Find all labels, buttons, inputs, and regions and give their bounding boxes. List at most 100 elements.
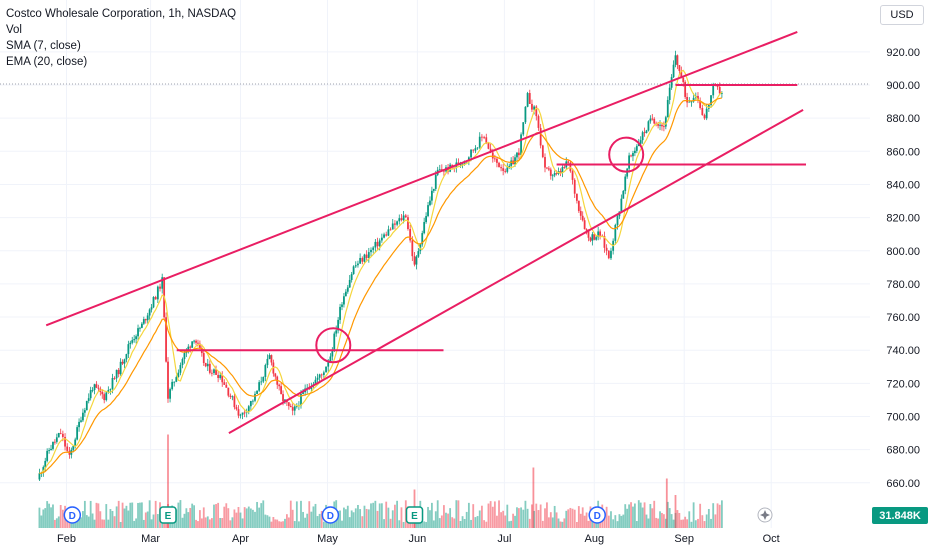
volume-bar [518, 508, 520, 528]
legend-sma[interactable]: SMA (7, close) [6, 40, 81, 52]
candle-body [688, 101, 691, 103]
candle-body [485, 137, 488, 143]
candle-body [376, 241, 379, 247]
candle-body [89, 390, 92, 399]
candle-body [607, 250, 610, 259]
candle-body [59, 433, 62, 434]
candle-body [183, 353, 186, 360]
candle-body [429, 200, 431, 206]
event-marker-icon[interactable]: E [405, 506, 424, 524]
volume-bar [686, 519, 688, 528]
candle-body [233, 396, 236, 408]
volume-bar [485, 521, 488, 528]
timeline-add-icon[interactable] [757, 507, 773, 523]
volume-bar [103, 519, 106, 528]
candle-body [622, 190, 625, 199]
candle-body [341, 304, 343, 307]
volume-bar [718, 504, 721, 528]
volume-bar [91, 513, 94, 528]
candle-body [684, 82, 687, 97]
candle-body [50, 448, 52, 451]
candle-body [603, 236, 606, 248]
price-tick-label: 840.00 [886, 179, 920, 191]
volume-bar [553, 505, 556, 528]
candle-body [718, 86, 721, 94]
candle-body [587, 230, 590, 238]
volume-bar [141, 502, 143, 528]
time-axis[interactable]: Feb Mar Apr May Jun Jul Aug Sep Oct [57, 533, 780, 545]
candle-body [87, 398, 90, 401]
candle-body [318, 374, 321, 378]
volume-bar [256, 501, 258, 528]
candle-body [549, 169, 552, 176]
candle-body [579, 210, 582, 216]
volume-bar [449, 508, 452, 528]
candle-body [585, 229, 588, 231]
candle-body [680, 70, 683, 78]
candle-body [262, 376, 265, 382]
volume-bar [498, 500, 500, 528]
price-tick-label: 780.00 [886, 279, 920, 291]
volume-bar [89, 500, 92, 528]
volume-bar [705, 514, 708, 528]
candle-body [385, 234, 388, 236]
volume-bar [191, 503, 194, 528]
candle-body [400, 218, 403, 221]
volume-bar [647, 518, 650, 528]
event-marker-icon[interactable]: D [321, 506, 340, 524]
candle-body [348, 279, 351, 288]
price-tick-label: 880.00 [886, 113, 920, 125]
volume-bar [206, 516, 209, 528]
volume-bar [491, 506, 494, 528]
dividend-marker-circle [63, 506, 82, 524]
legend-ema[interactable]: EMA (20, close) [6, 56, 88, 68]
candle-body [66, 446, 69, 451]
candle-body [280, 386, 282, 395]
candle-body [634, 150, 636, 154]
volume-bar [322, 521, 325, 528]
event-marker-icon[interactable]: E [159, 506, 177, 524]
candle-body [649, 118, 652, 122]
volume-bar [516, 507, 518, 528]
volume-bar [135, 518, 137, 528]
legend-volume[interactable]: Vol [6, 24, 22, 36]
volume-bar [193, 505, 195, 528]
candle-body [107, 389, 110, 393]
event-marker-label: E [165, 511, 172, 522]
candle-body [115, 369, 118, 379]
candle-body [241, 412, 244, 415]
volume-bar [183, 513, 186, 528]
candle-body [202, 353, 205, 363]
candle-body [127, 344, 130, 355]
candle-body [139, 327, 141, 329]
candle-body [93, 384, 96, 390]
drawings[interactable] [45, 31, 806, 434]
candle-body [402, 215, 405, 221]
volume-bar [54, 519, 56, 528]
candle-body [447, 167, 449, 172]
event-marker-icon[interactable]: D [63, 506, 82, 524]
price-axis[interactable]: 660.00 680.00 700.00 720.00 740.00 760.00 780.… [886, 47, 920, 490]
candle-body [659, 124, 661, 126]
candle-body [177, 372, 180, 378]
volume-bar [496, 515, 498, 528]
volume-bar [113, 516, 116, 528]
volume-bar [520, 507, 522, 528]
volume-bar [434, 511, 437, 528]
volume-bar [208, 519, 211, 528]
volume-bar [304, 517, 307, 528]
event-marker-label: D [327, 511, 334, 522]
volume-bar [156, 514, 159, 528]
volume-value-badge: 31.848K [872, 507, 928, 524]
candle-body [133, 339, 136, 341]
volume-bar [380, 503, 383, 528]
volume-bar [432, 520, 435, 528]
candle-body [467, 157, 470, 161]
event-marker-icon[interactable]: D [588, 506, 606, 524]
volume-bar [295, 501, 298, 528]
currency-button[interactable]: USD [880, 5, 924, 25]
volume-bar [99, 511, 102, 528]
candle-body [78, 421, 80, 428]
